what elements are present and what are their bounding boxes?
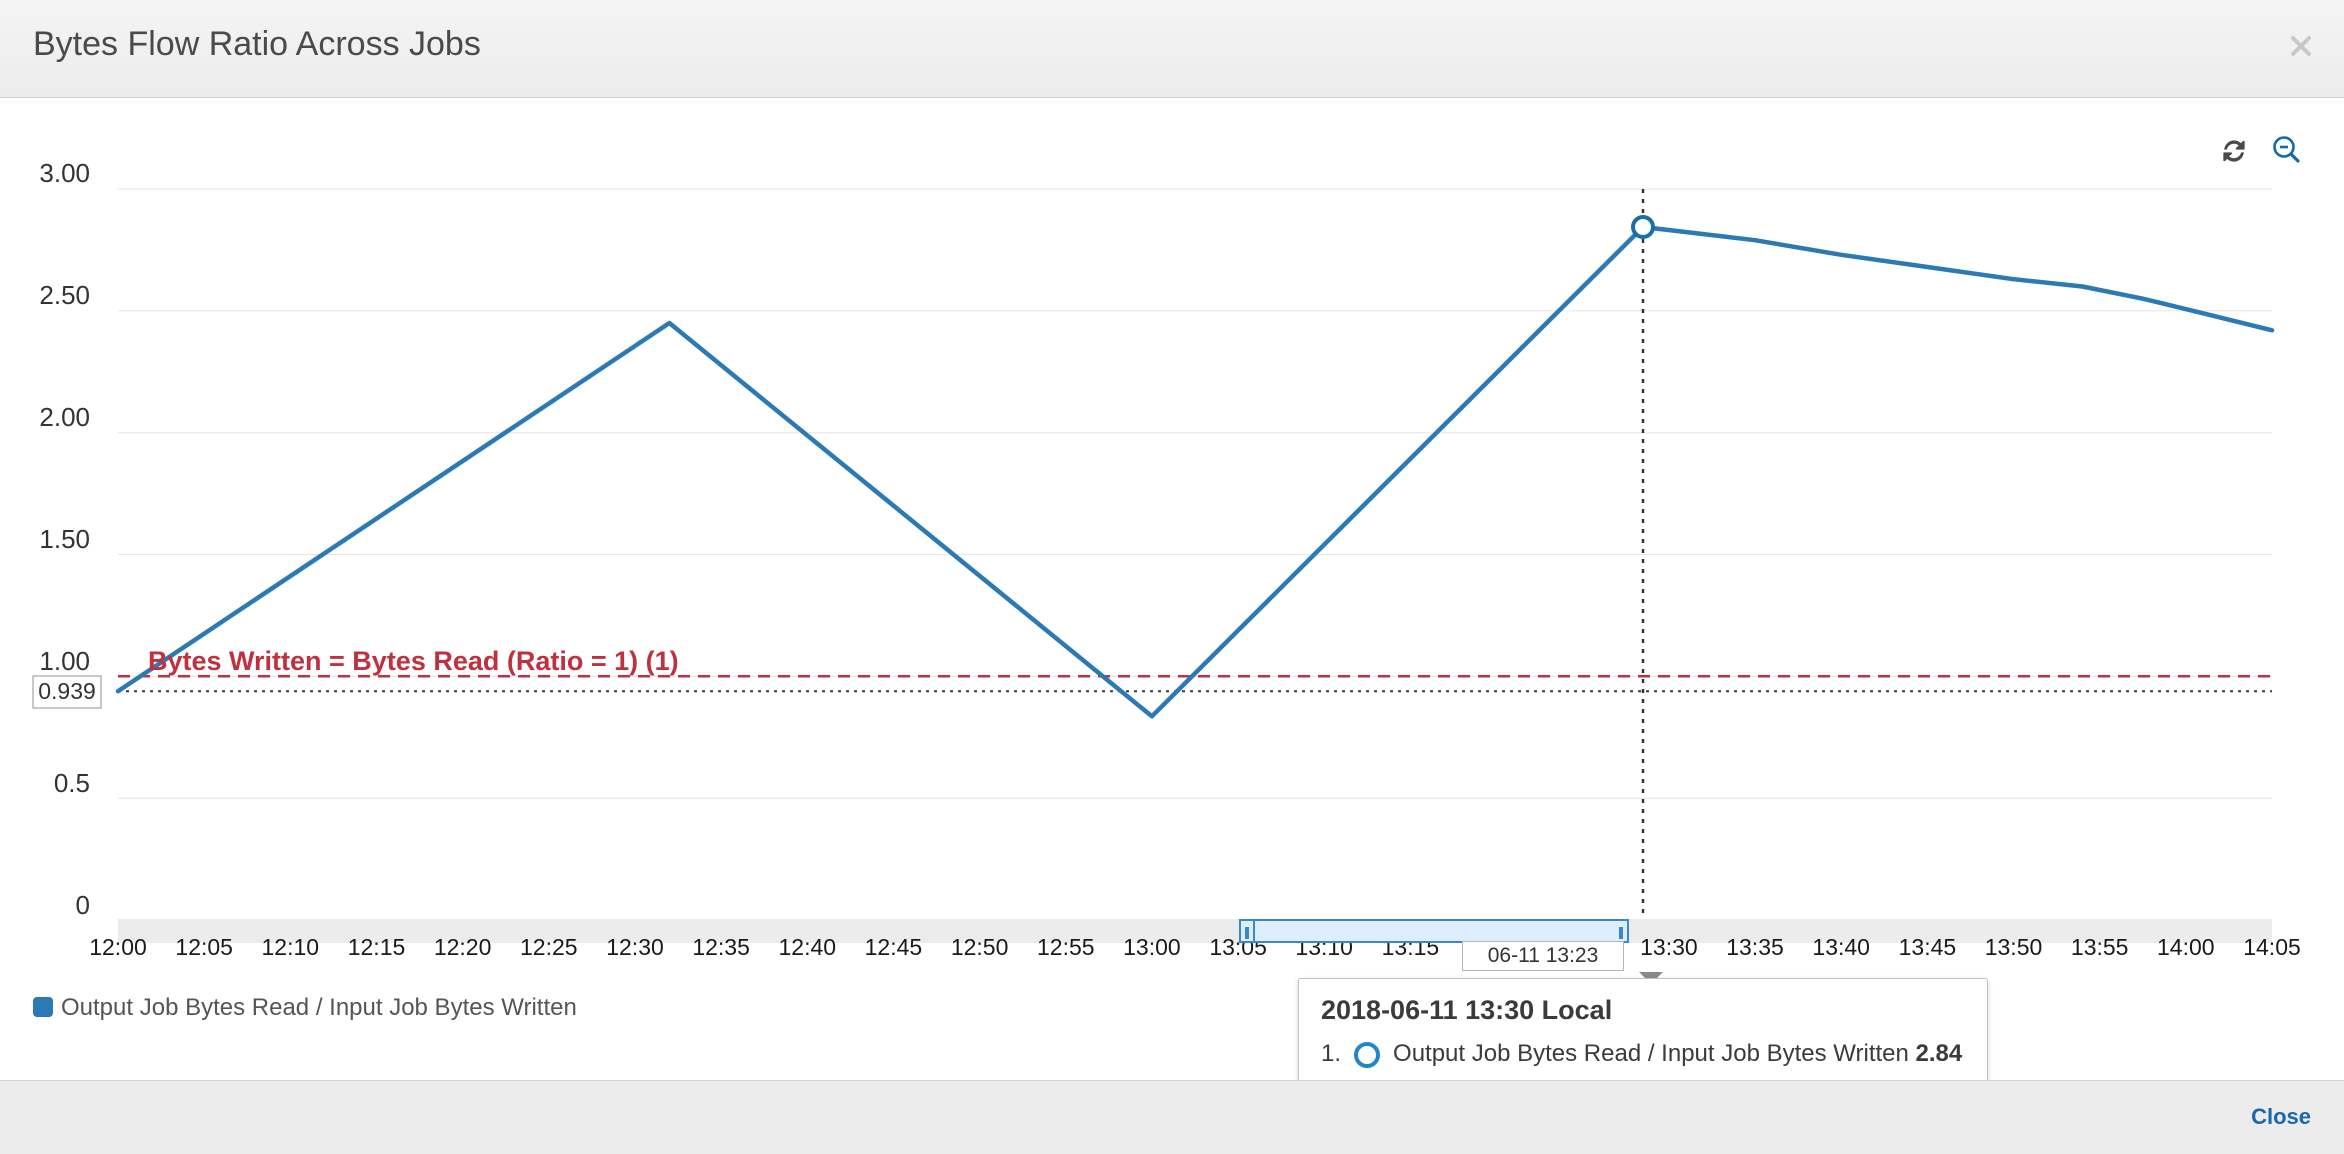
svg-text:Bytes Written = Bytes Read (Ra: Bytes Written = Bytes Read (Ratio = 1) (… <box>148 646 679 676</box>
svg-text:0.939: 0.939 <box>38 678 96 704</box>
